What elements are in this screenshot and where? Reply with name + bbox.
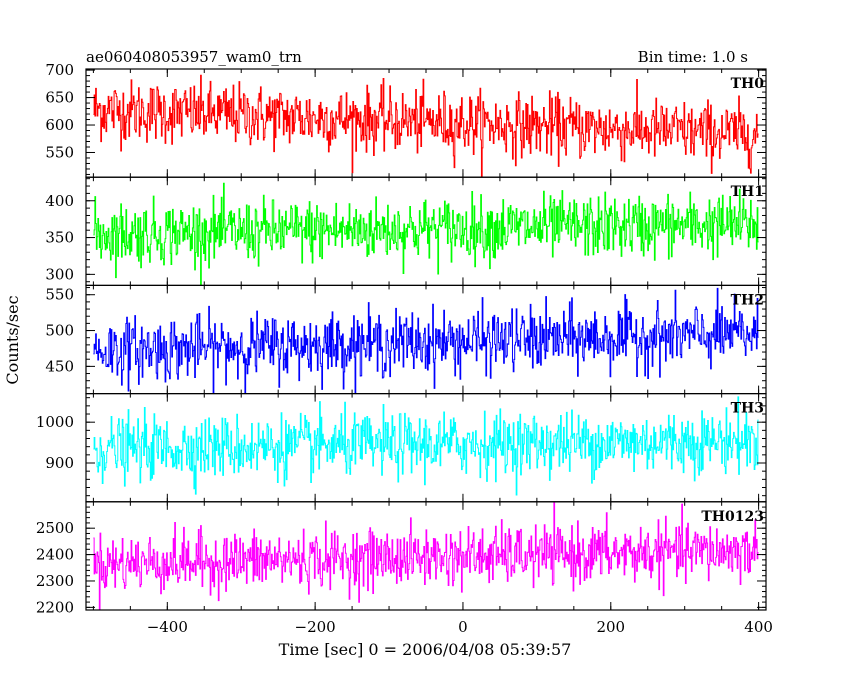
- series-th0123: [93, 502, 759, 610]
- y-tick-label: 300: [45, 265, 74, 283]
- panel-label: TH0: [731, 76, 765, 92]
- y-tick-label: 450: [45, 357, 74, 375]
- x-tick-label: −200: [295, 618, 336, 636]
- y-tick-label: 550: [45, 143, 74, 161]
- y-tick-label: 600: [45, 116, 74, 134]
- panel-label: TH2: [731, 292, 764, 308]
- y-tick-label: 2400: [36, 546, 74, 564]
- y-tick-label: 550: [45, 286, 74, 304]
- x-tick-label: −400: [147, 618, 188, 636]
- y-tick-label: 2200: [36, 598, 74, 616]
- panel-th0: 550 600 650 700 TH0: [45, 61, 767, 178]
- panels-group: 550 600 650 700 TH0 300 350 400 TH1 450 500 550 TH2 9…: [36, 61, 767, 616]
- x-tick-label: 200: [596, 618, 625, 636]
- series-th3: [93, 396, 759, 496]
- panel-th2: 450 500 550 TH2: [45, 284, 767, 395]
- bin-time-label: Bin time: 1.0 s: [638, 48, 748, 66]
- y-tick-label: 350: [45, 229, 74, 247]
- y-tick-label: 1000: [36, 413, 74, 431]
- panel-label: TH3: [731, 401, 764, 417]
- series-th1: [93, 182, 759, 286]
- chart-title: ae060408053957_wam0_trn: [86, 48, 302, 66]
- y-tick-label: 2500: [36, 519, 74, 537]
- panel-th1: 300 350 400 TH1: [45, 176, 767, 286]
- y-tick-label: 500: [45, 322, 74, 340]
- x-tick-label: 400: [744, 618, 773, 636]
- panel-label: TH0123: [701, 509, 764, 525]
- x-tick-label: 0: [458, 618, 468, 636]
- y-tick-label: 900: [45, 454, 74, 472]
- panel-th3: 900 1000 TH3: [36, 393, 767, 503]
- y-tick-label: 2300: [36, 572, 74, 590]
- series-th2: [93, 287, 759, 394]
- panel-th0123: 2200 2300 2400 2500 TH0123: [36, 501, 767, 616]
- y-axis-label: Counts/sec: [3, 295, 22, 384]
- x-axis-label: Time [sec] 0 = 2006/04/08 05:39:57: [279, 640, 572, 659]
- panel-label: TH1: [731, 184, 764, 200]
- y-tick-label: 700: [45, 61, 74, 79]
- x-axis: −400 −200 0 200 400: [147, 618, 773, 636]
- series-th0: [93, 74, 759, 177]
- y-tick-label: 400: [45, 192, 74, 210]
- y-tick-label: 650: [45, 89, 74, 107]
